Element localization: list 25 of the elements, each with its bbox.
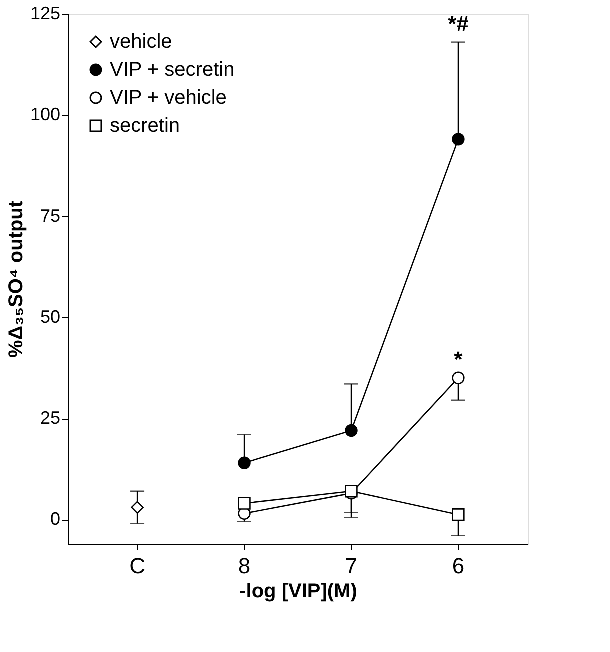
point bbox=[452, 372, 465, 384]
annotation: * bbox=[454, 347, 464, 372]
x-tick-label: 7 bbox=[345, 554, 358, 578]
y-tick-label: 75 bbox=[40, 206, 60, 226]
x-tick-label: 6 bbox=[452, 554, 465, 578]
x-axis-title: -log [VIP](M) bbox=[240, 580, 358, 602]
x-tick-label: 8 bbox=[238, 554, 251, 578]
y-axis-title: %Δ₃₅SO⁴ output bbox=[5, 200, 28, 358]
legend-label: VIP + secretin bbox=[110, 59, 235, 81]
y-tick-label: 50 bbox=[40, 306, 60, 327]
point bbox=[345, 424, 358, 438]
point bbox=[238, 456, 251, 470]
y-tick-label: 25 bbox=[40, 408, 60, 428]
legend-label: secretin bbox=[110, 115, 180, 137]
point bbox=[452, 133, 465, 146]
y-tick-label: 100 bbox=[30, 104, 60, 125]
legend-label: vehicle bbox=[110, 31, 172, 53]
point bbox=[131, 501, 144, 514]
point bbox=[452, 508, 465, 522]
x-tick-label: C bbox=[130, 554, 146, 578]
y-tick-label: 125 bbox=[30, 4, 60, 24]
annotation: *# bbox=[448, 11, 469, 36]
point bbox=[238, 497, 251, 510]
legend-label: VIP + vehicle bbox=[110, 87, 227, 109]
y-tick-label: 0 bbox=[50, 509, 60, 530]
